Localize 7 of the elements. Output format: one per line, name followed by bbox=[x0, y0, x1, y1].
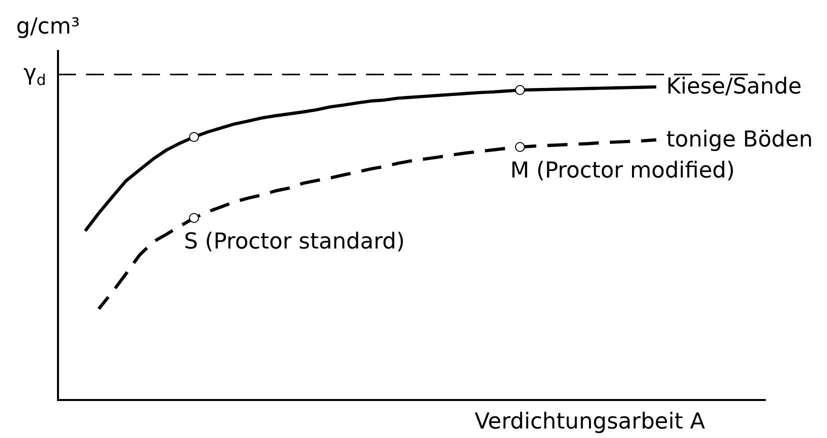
x-axis-title: Verdichtungsarbeit A bbox=[474, 410, 705, 434]
ref-line-label: γ$_{d}$ bbox=[23, 61, 46, 90]
series-label: Kiese/Sande bbox=[666, 74, 802, 100]
y-axis-title: g/cm³ bbox=[16, 14, 80, 40]
annotation: M (Proctor modified) bbox=[510, 158, 735, 184]
series-label: tonige Böden bbox=[666, 127, 813, 152]
annotation: S (Proctor standard) bbox=[184, 230, 405, 255]
